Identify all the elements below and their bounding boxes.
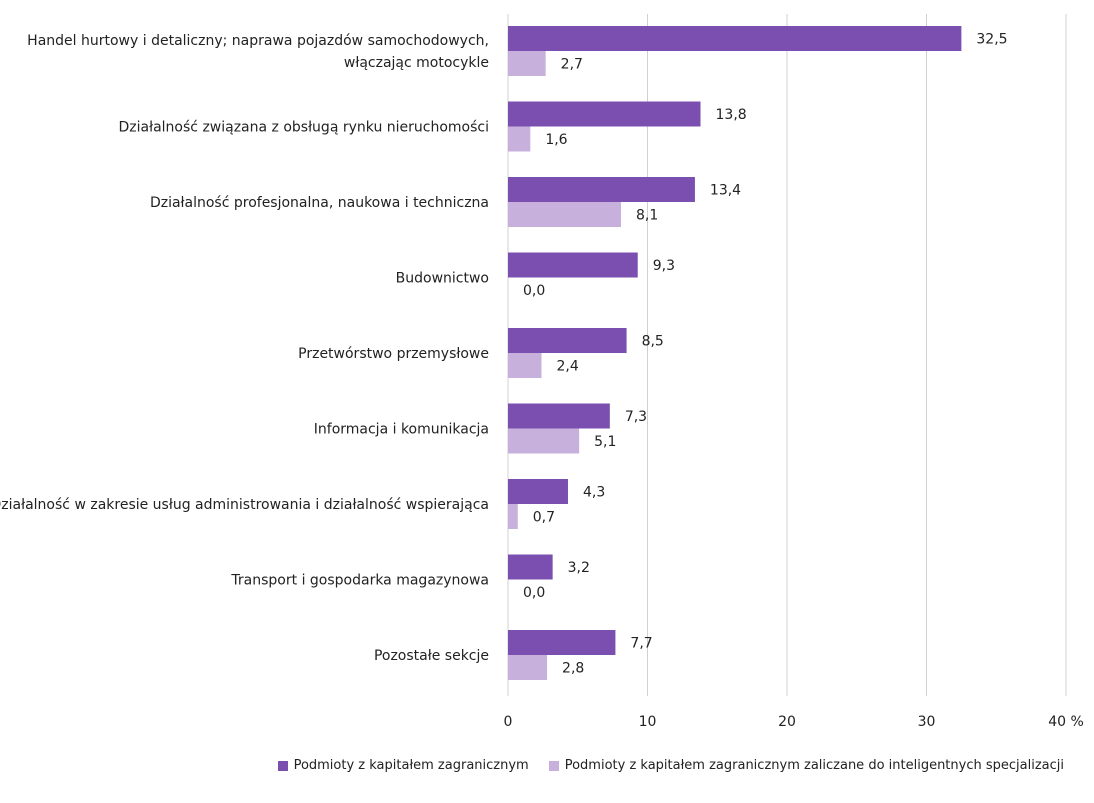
bar-s1-c5 [508, 328, 627, 353]
value-label-s1-c4: 9,3 [653, 258, 675, 274]
bar-s2-c1 [508, 51, 546, 76]
grid-lines [507, 14, 1067, 696]
bar-s1-c9 [508, 630, 616, 655]
category-label-7: Działalność w zakresie usług administrow… [0, 497, 489, 513]
legend-label-series-2: Podmioty z kapitałem zagranicznym zalicz… [564, 758, 1064, 773]
value-label-s2-c6: 5,1 [594, 434, 616, 450]
x-tick-label-3: 30 [918, 714, 936, 730]
bar-s1-c6 [508, 403, 610, 429]
value-label-s2-c8: 0,0 [523, 585, 545, 601]
value-label-s1-c9: 7,7 [630, 636, 652, 652]
value-label-s2-c2: 1,6 [545, 132, 567, 148]
bar-s1-c2 [508, 101, 701, 127]
value-label-s1-c3: 13,4 [710, 183, 741, 199]
bar-s1-c4 [508, 252, 638, 278]
category-label-5: Przetwórstwo przemysłowe [298, 346, 489, 362]
value-label-s2-c4: 0,0 [523, 283, 545, 299]
legend-swatch-series-2 [548, 760, 559, 771]
category-label-8: Transport i gospodarka magazynowa [230, 573, 489, 589]
x-tick-label-4: 40 % [1048, 714, 1084, 730]
value-label-s1-c8: 3,2 [568, 560, 590, 576]
value-label-s2-c5: 2,4 [556, 359, 578, 375]
legend-item-series-2: Podmioty z kapitałem zagranicznym zalicz… [548, 758, 1064, 773]
bars [508, 26, 962, 680]
category-labels: Handel hurtowy i detaliczny; naprawa poj… [0, 33, 489, 664]
value-labels: 32,5 2,7 13,8 1,6 13,4 8,1 9,3 0,0 8,5 2,4 7,3 5,1 4… [523, 32, 1008, 677]
value-label-s2-c7: 0,7 [533, 510, 555, 526]
category-label-2: Działalność związana z obsługą rynku nie… [119, 120, 489, 136]
value-label-s1-c6: 7,3 [625, 409, 647, 425]
x-tick-label-0: 0 [504, 714, 513, 730]
bar-s2-c3 [508, 202, 621, 227]
bar-s2-c5 [508, 353, 542, 378]
category-label-4: Budownictwo [396, 271, 489, 287]
value-label-s1-c2: 13,8 [716, 107, 747, 123]
bar-s2-c7 [508, 504, 518, 529]
category-label-1: Handel hurtowy i detaliczny; naprawa poj… [27, 33, 489, 71]
category-label-3: Działalność profesjonalna, naukowa i tec… [150, 195, 489, 211]
bar-s2-c9 [508, 655, 548, 680]
bar-s1-c3 [508, 177, 695, 202]
legend-item-series-1: Podmioty z kapitałem zagranicznym [277, 758, 529, 773]
bar-s2-c6 [508, 428, 580, 454]
category-label-6: Informacja i komunikacja [314, 422, 489, 438]
x-tick-labels: 0 10 20 30 40 % [504, 714, 1084, 730]
category-label-9: Pozostałe sekcje [374, 648, 489, 664]
legend: Podmioty z kapitałem zagranicznym Podmio… [0, 758, 1094, 773]
value-label-s2-c1: 2,7 [561, 57, 583, 73]
bar-s1-c7 [508, 479, 568, 504]
value-label-s1-c5: 8,5 [642, 334, 664, 350]
legend-swatch-series-1 [277, 760, 288, 771]
bar-s2-c2 [508, 126, 531, 152]
x-tick-label-1: 10 [639, 714, 657, 730]
bar-s1-c8 [508, 554, 553, 580]
value-label-s1-c1: 32,5 [976, 32, 1007, 48]
value-label-s2-c9: 2,8 [562, 661, 584, 677]
value-label-s1-c7: 4,3 [583, 485, 605, 501]
bar-s1-c1 [508, 26, 962, 51]
legend-label-series-1: Podmioty z kapitałem zagranicznym [293, 758, 529, 773]
value-label-s2-c3: 8,1 [636, 208, 658, 224]
x-tick-label-2: 20 [778, 714, 796, 730]
